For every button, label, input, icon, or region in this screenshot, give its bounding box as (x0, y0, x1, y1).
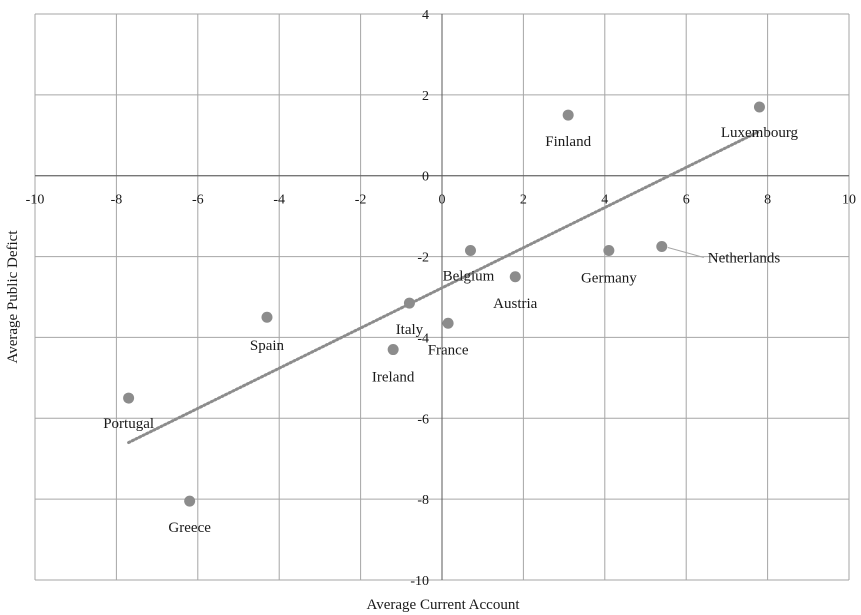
leader-line-netherlands (667, 246, 704, 258)
point-label-finland: Finland (545, 134, 591, 150)
point-label-greece: Greece (168, 520, 211, 536)
data-point-spain (261, 311, 273, 323)
data-point-greece (184, 495, 196, 507)
y-axis-title: Average Public Defict (5, 230, 21, 364)
x-tick-label: -6 (192, 193, 204, 208)
x-tick-label: -10 (26, 193, 45, 208)
axes (35, 14, 849, 580)
tick-labels: -10 -8 -6 -4 -2 0 2 4 6 8 10 4 2 0 -2 -4 -6 -8 -10 (26, 8, 856, 589)
point-label-belgium: Belgium (443, 269, 495, 285)
data-point-belgium (464, 245, 476, 257)
data-point-austria (509, 271, 521, 283)
x-tick-label: 2 (520, 193, 527, 208)
data-points (123, 101, 765, 507)
data-point-italy (403, 297, 415, 309)
data-point-ireland (387, 344, 399, 356)
point-label-netherlands: Netherlands (708, 250, 781, 266)
x-axis-title: Average Current Account (367, 597, 521, 613)
x-tick-label: -8 (111, 193, 123, 208)
y-tick-label: 4 (422, 8, 429, 23)
y-tick-label: -6 (417, 412, 429, 427)
data-point-luxembourg (753, 101, 765, 113)
y-tick-label: -2 (417, 251, 429, 266)
point-label-portugal: Portugal (103, 416, 154, 432)
data-point-netherlands (656, 240, 668, 252)
data-point-france (442, 317, 454, 329)
x-tick-label: 8 (764, 193, 771, 208)
y-tick-label: 2 (422, 89, 429, 104)
x-tick-label: 10 (842, 193, 856, 208)
x-tick-label: 6 (683, 193, 690, 208)
point-label-france: France (428, 342, 469, 358)
x-tick-label: -4 (273, 193, 285, 208)
data-point-finland (562, 109, 574, 121)
point-label-italy: Italy (396, 322, 424, 338)
point-label-austria: Austria (493, 296, 538, 312)
point-label-spain: Spain (250, 338, 285, 354)
point-label-luxembourg: Luxembourg (721, 125, 799, 141)
y-tick-label: -8 (417, 493, 429, 508)
x-tick-label: -2 (355, 193, 367, 208)
data-point-portugal (123, 392, 135, 404)
y-tick-label: -4 (417, 331, 429, 346)
point-label-germany: Germany (581, 271, 637, 287)
data-point-germany (603, 245, 615, 257)
point-labels: Luxembourg Finland Netherlands Germany Belgi… (103, 125, 798, 536)
x-tick-label: 0 (439, 193, 446, 208)
x-tick-label: 4 (601, 193, 608, 208)
y-tick-label: -10 (410, 574, 429, 589)
trendline-group (127, 129, 761, 445)
trendline (127, 129, 761, 445)
y-tick-label: 0 (422, 170, 429, 185)
point-label-ireland: Ireland (372, 370, 415, 386)
